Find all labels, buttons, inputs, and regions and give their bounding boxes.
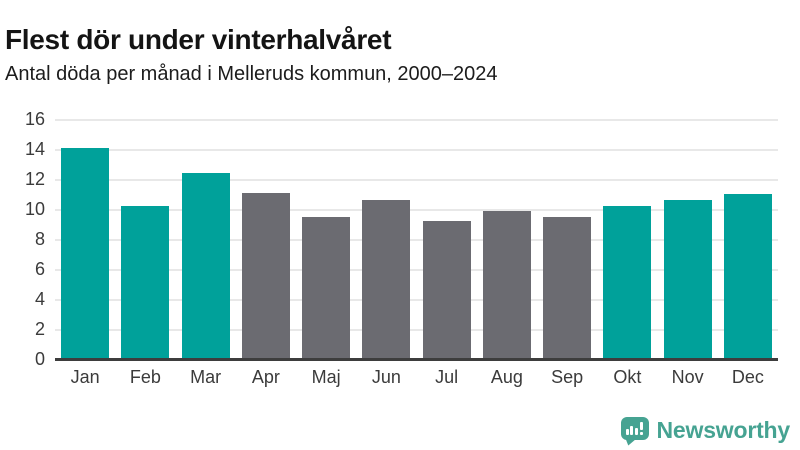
bar-aug — [482, 210, 531, 359]
chart-subtitle: Antal döda per månad i Melleruds kommun,… — [5, 63, 498, 85]
gridline-y10 — [55, 209, 778, 211]
chart-title: Flest dör under vinterhalvåret — [5, 23, 392, 55]
x-tick-label-apr: Apr — [251, 367, 280, 387]
logo-mini-bar-icon — [625, 428, 629, 435]
x-tick-label-okt: Okt — [613, 367, 642, 387]
bar-jan — [61, 147, 110, 359]
newsworthy-wordmark: Newsworthy — [656, 416, 791, 443]
bar-feb — [121, 206, 170, 359]
newsworthy-speech-bubble-chart-icon — [620, 416, 649, 446]
newsworthy-logo: Newsworthy — [620, 414, 791, 446]
bar-slot-maj — [296, 119, 356, 359]
logo-mini-bar-icon — [634, 427, 638, 435]
logo-exclamation-icon — [639, 421, 643, 430]
x-tick-label-dec: Dec — [731, 367, 764, 387]
logo-bubble-tail — [625, 438, 637, 446]
bar-slot-jul — [417, 119, 477, 359]
x-tick-label-jan: Jan — [70, 367, 100, 387]
bar-slot-mar — [176, 119, 236, 359]
bar-jul — [422, 221, 471, 359]
bar-chart-plot-area — [55, 119, 778, 361]
gridline-y2 — [55, 329, 778, 331]
y-tick-label-12: 12 — [24, 169, 45, 189]
x-tick-label-jul: Jul — [435, 367, 459, 387]
bar-slot-feb — [115, 119, 175, 359]
bar-slot-jan — [55, 119, 115, 359]
x-tick-label-jun: Jun — [371, 367, 401, 387]
y-tick-label-8: 8 — [34, 229, 45, 249]
x-tick-label-maj: Maj — [311, 367, 341, 387]
bar-sep — [543, 216, 592, 359]
bar-jun — [362, 200, 411, 359]
x-tick-label-aug: Aug — [490, 367, 523, 387]
bar-slot-dec — [718, 119, 778, 359]
logo-exclamation-dot-icon — [639, 431, 643, 435]
gridline-y14 — [55, 149, 778, 151]
gridline-y12 — [55, 179, 778, 181]
bar-slot-aug — [477, 119, 537, 359]
y-tick-label-6: 6 — [34, 259, 45, 279]
x-tick-label-feb: Feb — [129, 367, 161, 387]
bar-slot-apr — [236, 119, 296, 359]
y-tick-label-14: 14 — [24, 139, 45, 159]
bar-mar — [181, 173, 230, 359]
gridline-y4 — [55, 299, 778, 301]
x-axis-line — [55, 357, 778, 361]
bar-apr — [241, 192, 290, 359]
x-tick-label-nov: Nov — [671, 367, 704, 387]
y-tick-label-10: 10 — [24, 199, 45, 219]
y-tick-label-16: 16 — [24, 109, 45, 129]
bar-nov — [663, 200, 712, 359]
bar-slot-jun — [356, 119, 416, 359]
bar-slot-nov — [658, 119, 718, 359]
bar-slot-sep — [537, 119, 597, 359]
y-axis-tick-labels: 0 2 4 6 8 10 12 14 16 — [0, 109, 45, 369]
logo-mini-bar-icon — [630, 425, 634, 435]
bar-okt — [603, 206, 652, 359]
x-axis-tick-labels: Jan Feb Mar Apr Maj Jun Jul Aug Sep Okt Nov Dec — [55, 367, 778, 388]
gridline-y8 — [55, 239, 778, 241]
y-tick-label-2: 2 — [34, 319, 45, 339]
gridline-y16 — [55, 119, 778, 121]
x-tick-label-mar: Mar — [190, 367, 222, 387]
bar-series — [55, 119, 778, 359]
bar-maj — [302, 216, 351, 359]
bar-slot-okt — [597, 119, 657, 359]
gridline-y6 — [55, 269, 778, 271]
y-tick-label-4: 4 — [34, 289, 45, 309]
bar-dec — [723, 194, 772, 359]
x-tick-label-sep: Sep — [551, 367, 584, 387]
y-tick-label-0: 0 — [34, 349, 45, 369]
